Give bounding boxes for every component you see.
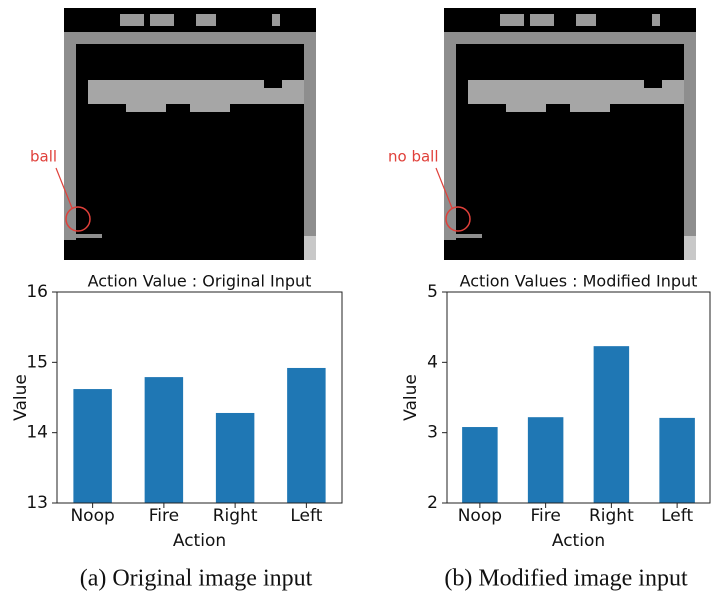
y-axis-label: Value [11, 374, 31, 421]
bar [659, 418, 695, 503]
bar [594, 346, 630, 503]
y-tick-label: 16 [26, 282, 48, 302]
y-axis-label: Value [401, 374, 421, 421]
x-tick-label: Fire [530, 506, 560, 526]
x-tick-label: Fire [149, 506, 179, 526]
x-tick-label: Noop [458, 506, 502, 526]
chart-title: Action Value : Original Input [88, 272, 312, 291]
bar [73, 389, 111, 503]
game-frame-b [436, 8, 696, 260]
x-tick-label: Noop [70, 506, 114, 526]
bar [462, 427, 498, 503]
page: ball no ball (a) Original image input (b… [0, 0, 716, 597]
bar [287, 368, 325, 503]
y-tick-label: 2 [427, 493, 438, 513]
caption: (a) Original image input [80, 566, 313, 592]
y-tick-label: 13 [26, 493, 48, 513]
annotation: no ball [388, 148, 439, 166]
bar [145, 377, 183, 503]
y-tick-label: 15 [26, 352, 48, 372]
y-tick-label: 4 [427, 352, 438, 372]
x-tick-label: Left [661, 506, 693, 526]
chart-title: Action Values : Modified Input [460, 272, 698, 291]
game-frame-a [56, 8, 316, 260]
y-tick-label: 14 [26, 423, 48, 443]
bar [216, 413, 254, 503]
x-tick-label: Right [213, 506, 258, 526]
y-tick-label: 3 [427, 423, 438, 443]
bar [528, 417, 564, 503]
y-tick-label: 5 [427, 282, 438, 302]
x-axis-label: Action [552, 531, 605, 551]
caption: (b) Modified image input [444, 566, 688, 592]
x-axis-label: Action [173, 531, 226, 551]
annotation: ball [30, 148, 57, 166]
x-tick-label: Left [290, 506, 322, 526]
x-tick-label: Right [589, 506, 634, 526]
figure: ball no ball (a) Original image input (b… [0, 0, 716, 597]
